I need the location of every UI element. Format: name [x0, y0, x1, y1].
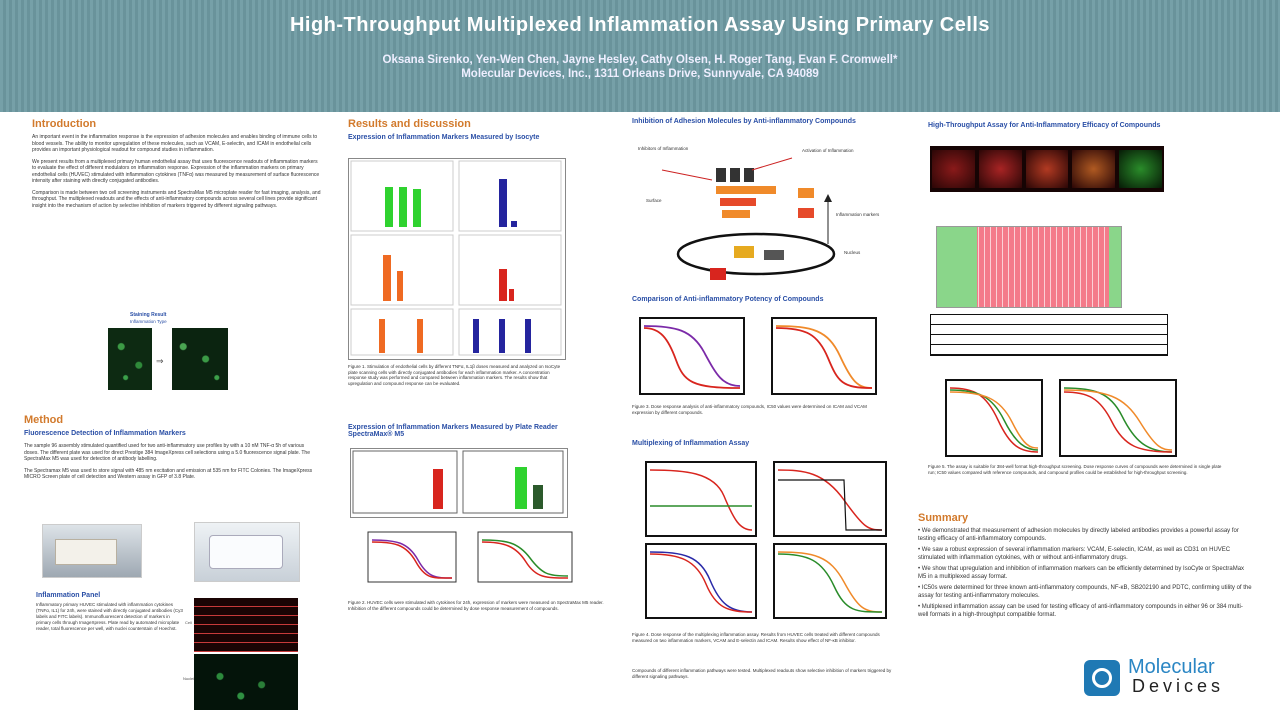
bar [473, 319, 479, 353]
instrument-photo-2 [194, 522, 300, 582]
potency-subheading: Comparison of Anti-inflammatory Potency … [632, 296, 824, 303]
results-heading: Results and discussion [348, 118, 471, 130]
bar [509, 289, 514, 301]
pathway-svg: Inhibitors of Inflammation Activation of… [638, 146, 880, 280]
bar [533, 485, 543, 509]
logo-text-line2: Devices [1132, 676, 1225, 696]
staining-image-left [108, 328, 152, 390]
results-figure-2-caption: Figure 2. HUVEC cells were stimulated wi… [348, 600, 604, 611]
results-figure-1 [348, 158, 566, 360]
intro-paragraph-1: An important event in the inflammation r… [32, 134, 318, 153]
cell-image-green [194, 654, 298, 710]
bar-chart-grid [350, 160, 562, 356]
inhibition-heading: Inhibition of Adhesion Molecules by Anti… [632, 118, 856, 125]
logo-mark [1084, 660, 1120, 696]
summary-bullet-1: • We demonstrated that measurement of ad… [918, 528, 1239, 542]
cell-image-column: Cell Nuclei [183, 598, 298, 710]
column-inhibition: Inhibition of Adhesion Molecules by Anti… [632, 118, 882, 128]
inflammation-panel-text: Inflammatory primary HUVEC stimulated wi… [36, 602, 183, 631]
bar [499, 179, 507, 227]
poster-affiliation: Molecular Devices, Inc., 1311 Orleans Dr… [461, 68, 819, 80]
staining-figure: Staining Result Inflammation Type ⇒ [60, 312, 290, 397]
potency-charts [636, 312, 884, 396]
pathway-label-nucleus: Nucleus [844, 250, 861, 255]
poster-authors: Oksana Sirenko, Yen-Wen Chen, Jayne Hesl… [382, 54, 898, 66]
column-results: Results and discussion Expression of Inf… [348, 118, 598, 144]
cell-image-red [194, 598, 298, 652]
multiplex-charts [644, 456, 892, 624]
column-introduction: Introduction An important event in the i… [32, 118, 322, 214]
potency-caption: Figure 3. Dose response analysis of anti… [632, 404, 867, 415]
multiplex-bottom-note: Compounds of different inflammation path… [632, 668, 892, 679]
results-figure-2-curves [366, 530, 576, 586]
results-subheading-2: Expression of Inflammation Markers Measu… [348, 424, 558, 438]
summary-section: Summary • We demonstrated that measureme… [918, 512, 1252, 623]
method-paragraph-2: The Spectramax M5 was used to store sign… [24, 467, 313, 481]
bar [515, 467, 527, 509]
multiplex-svg [645, 461, 887, 619]
bar [525, 319, 531, 353]
htscreen-image-strip [930, 146, 1164, 192]
results-figure-2-bars [350, 448, 568, 518]
m5-bar-chart [352, 450, 564, 514]
bar [383, 255, 391, 301]
method-section: Method Fluorescence Detection of Inflamm… [24, 414, 314, 486]
bar [433, 469, 443, 509]
htscreen-heatmap [936, 226, 1122, 308]
bar [511, 221, 517, 227]
logo-text-line1: Molecular [1128, 656, 1215, 678]
pathway-label-markers: Inflammation markers [836, 212, 880, 217]
summary-bullet-2: • We saw a robust expression of several … [918, 547, 1231, 561]
m5-dose-response [367, 531, 573, 583]
pathway-label-inhibitors: Inhibitors of Inflammation [638, 146, 689, 151]
method-paragraph-1: The sample 96 assembly stimulated quanti… [24, 443, 310, 462]
htscreen-caption: Figure 5. The assay is suitable for 384-… [928, 464, 1222, 475]
results-figure-1-caption: Figure 1. Stimulation of endothelial cel… [348, 364, 561, 386]
bar [397, 271, 403, 301]
bar [417, 319, 423, 353]
intro-heading: Introduction [32, 118, 97, 130]
cell-image-label-a: Cell [185, 620, 192, 625]
intro-paragraph-3: Comparison is made between two cell scre… [32, 189, 321, 209]
summary-bullet-3: • We show that upregulation and inhibiti… [918, 566, 1245, 580]
bar [499, 269, 507, 301]
htscreen-heading: High-Throughput Assay for Anti-Inflammat… [928, 122, 1161, 129]
results-subheading-1: Expression of Inflammation Markers Measu… [348, 134, 540, 141]
htscreen-curves-svg [945, 379, 1177, 457]
bar [379, 319, 385, 353]
intro-paragraph-2: We present results from a multiplexed pr… [32, 158, 320, 185]
instrument-photo-1 [42, 524, 142, 578]
bar [413, 189, 421, 227]
method-subheading: Fluorescence Detection of Inflammation M… [24, 430, 186, 437]
potency-svg [639, 317, 877, 395]
pathway-label-activation: Activation of Inflammation [802, 148, 854, 153]
summary-bullet-5: • Multiplexed inflammation assay can be … [918, 604, 1243, 618]
cell-image-label-b: Nuclei [183, 676, 195, 681]
htscreen-table [930, 314, 1168, 356]
inflammation-panel-heading: Inflammation Panel [36, 592, 101, 599]
pathway-label-surface: Surface [646, 198, 662, 203]
poster-title: High-Throughput Multiplexed Inflammation… [289, 14, 991, 36]
staining-figure-title: Staining Result [130, 312, 167, 318]
summary-heading: Summary [918, 512, 969, 524]
staining-image-right [172, 328, 228, 390]
multiplex-subheading: Multiplexing of Inflammation Assay [632, 440, 750, 447]
bar [385, 187, 393, 227]
htscreen-curves [944, 376, 1180, 462]
method-heading: Method [24, 414, 64, 426]
staining-figure-sublabel: Inflammation Type [130, 319, 167, 324]
pathway-diagram: Inhibitors of Inflammation Activation of… [632, 140, 884, 282]
staining-arrow: ⇒ [156, 356, 164, 366]
poster-header: High-Throughput Multiplexed Inflammation… [0, 0, 1280, 112]
bar [399, 187, 407, 227]
bar [499, 319, 505, 353]
multiplex-caption: Figure 4. Dose response of the multiplex… [632, 632, 880, 643]
summary-bullet-4: • IC50s were determined for three known … [918, 585, 1252, 599]
company-logo: Molecular Devices [1084, 656, 1254, 698]
